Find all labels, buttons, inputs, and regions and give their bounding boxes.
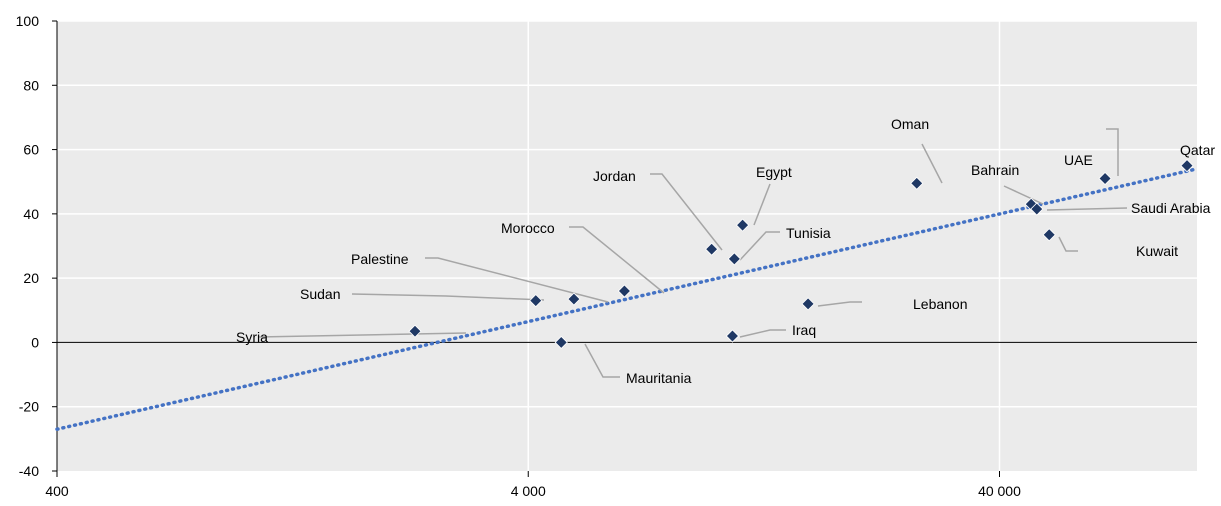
leader-saudi-arabia <box>1046 207 1128 211</box>
point-palestine <box>567 292 581 306</box>
y-tick-label: 0 <box>31 334 39 350</box>
point-egypt <box>736 218 750 232</box>
x-tick-label: 4 000 <box>511 483 546 499</box>
plot-area <box>57 21 1197 471</box>
label-egypt: Egypt <box>756 164 792 180</box>
leader-mauritania <box>584 343 620 378</box>
data-points <box>408 159 1194 349</box>
label-uae: UAE <box>1064 152 1093 168</box>
point-qatar <box>1180 159 1194 173</box>
label-leaders <box>257 128 1128 378</box>
point-oman <box>910 176 924 190</box>
leader-syria <box>257 332 467 338</box>
point-lebanon <box>801 297 815 311</box>
point-kuwait <box>1042 228 1056 242</box>
leader-bahrain <box>1003 185 1044 205</box>
label-tunisia: Tunisia <box>786 225 831 241</box>
grid-lines <box>57 20 1197 471</box>
label-saudi-arabia: Saudi Arabia <box>1131 200 1211 216</box>
point-sudan <box>529 294 543 308</box>
leader-iraq <box>739 329 786 338</box>
leader-jordan <box>650 173 723 251</box>
label-palestine: Palestine <box>351 251 409 267</box>
x-axis-ticks: 400 4 000 40 000 <box>45 471 1021 499</box>
point-morocco <box>617 284 631 298</box>
leader-kuwait <box>1058 236 1078 252</box>
y-tick-label: 100 <box>16 13 40 29</box>
point-jordan <box>705 242 719 256</box>
point-tunisia <box>727 252 741 266</box>
label-qatar: Qatar <box>1180 142 1215 158</box>
leader-morocco <box>569 226 665 294</box>
y-tick-label: -40 <box>19 463 39 479</box>
label-kuwait: Kuwait <box>1136 243 1178 259</box>
x-tick-label: 400 <box>45 483 69 499</box>
point-iraq <box>725 329 740 343</box>
leader-egypt <box>753 183 771 226</box>
label-oman: Oman <box>891 116 929 132</box>
point-uae <box>1098 171 1112 186</box>
x-tick-label: 40 000 <box>978 483 1021 499</box>
y-tick-label: 80 <box>23 77 39 93</box>
y-tick-label: 20 <box>23 270 39 286</box>
leader-uae <box>1106 128 1119 176</box>
point-mauritania <box>554 335 568 349</box>
label-sudan: Sudan <box>300 286 340 302</box>
label-morocco: Morocco <box>501 220 555 236</box>
label-bahrain: Bahrain <box>971 162 1019 178</box>
leader-tunisia <box>739 231 780 261</box>
label-iraq: Iraq <box>792 322 816 338</box>
y-tick-label: 60 <box>23 142 39 158</box>
point-labels: Syria Sudan Mauritania Palestine Morocco Jord… <box>236 116 1215 386</box>
y-tick-label: -20 <box>19 399 39 415</box>
label-lebanon: Lebanon <box>913 296 968 312</box>
y-axis-ticks: -40 -20 0 20 40 60 80 100 <box>16 13 57 479</box>
leader-lebanon <box>817 301 862 307</box>
label-jordan: Jordan <box>593 168 636 184</box>
point-saudi-arabia <box>1030 202 1044 216</box>
leader-sudan <box>351 293 545 301</box>
trend-line <box>55 167 1199 431</box>
label-mauritania: Mauritania <box>626 370 692 386</box>
leader-oman <box>921 143 943 184</box>
label-syria: Syria <box>236 329 268 345</box>
leader-palestine <box>425 257 609 303</box>
y-tick-label: 40 <box>23 206 39 222</box>
trend-line-path <box>55 167 1199 431</box>
point-syria <box>408 324 422 338</box>
